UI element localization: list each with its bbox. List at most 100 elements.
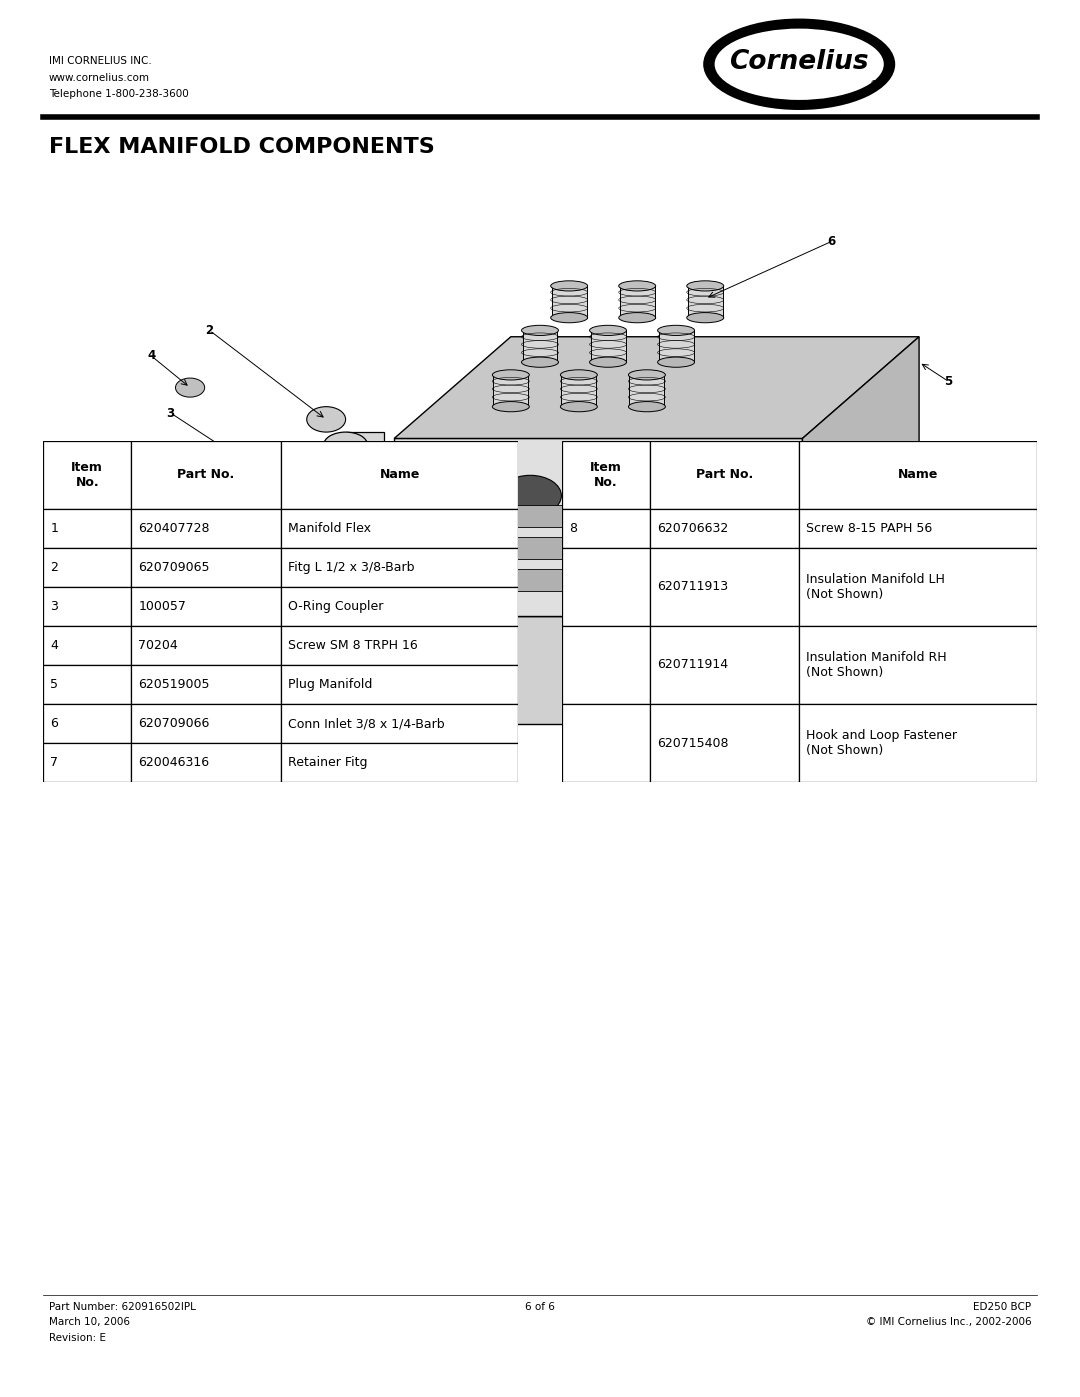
Text: Cornelius: Cornelius: [729, 49, 869, 75]
Bar: [43, 587, 131, 626]
Text: Name: Name: [379, 468, 420, 482]
Ellipse shape: [561, 401, 597, 412]
Circle shape: [114, 732, 149, 754]
Bar: [131, 441, 281, 509]
Text: Part Number: 620916502IPL: Part Number: 620916502IPL: [49, 1302, 195, 1312]
Ellipse shape: [658, 326, 694, 335]
Bar: [649, 548, 799, 626]
Ellipse shape: [658, 358, 694, 367]
Bar: [131, 548, 281, 587]
Text: 5: 5: [51, 678, 58, 692]
Bar: [131, 743, 281, 782]
Circle shape: [307, 407, 346, 432]
Bar: [414, 536, 783, 559]
Bar: [562, 509, 649, 548]
Ellipse shape: [687, 313, 724, 323]
Bar: [688, 286, 723, 317]
Bar: [414, 569, 783, 591]
Ellipse shape: [561, 370, 597, 380]
Bar: [659, 331, 693, 362]
Text: ®: ®: [870, 80, 878, 89]
Text: 4: 4: [147, 349, 156, 362]
Text: 620715408: 620715408: [657, 736, 728, 750]
Bar: [43, 441, 131, 509]
Text: 70204: 70204: [138, 638, 178, 652]
Text: Plug Manifold: Plug Manifold: [288, 678, 373, 692]
Text: 2: 2: [205, 324, 214, 337]
Text: 4: 4: [186, 629, 194, 643]
Ellipse shape: [324, 432, 367, 458]
Bar: [281, 626, 518, 665]
Polygon shape: [832, 514, 948, 725]
Text: Hook and Loop Fastener
(Not Shown): Hook and Loop Fastener (Not Shown): [807, 729, 957, 757]
Bar: [43, 509, 131, 548]
Text: 1: 1: [944, 451, 953, 464]
Bar: [302, 490, 351, 502]
Text: 3: 3: [51, 599, 58, 613]
Text: 6 of 6: 6 of 6: [525, 1302, 555, 1312]
Bar: [43, 665, 131, 704]
Text: 620711914: 620711914: [657, 658, 728, 672]
Bar: [281, 743, 518, 782]
Circle shape: [654, 475, 717, 515]
Bar: [302, 522, 351, 534]
Bar: [649, 509, 799, 548]
Text: IMI CORNELIUS INC.: IMI CORNELIUS INC.: [49, 56, 151, 66]
Bar: [131, 509, 281, 548]
Bar: [562, 626, 649, 704]
Circle shape: [577, 475, 639, 515]
Ellipse shape: [492, 370, 529, 380]
Bar: [43, 548, 131, 587]
Ellipse shape: [703, 18, 895, 110]
Ellipse shape: [551, 281, 588, 291]
Text: www.cornelius.com: www.cornelius.com: [49, 73, 150, 82]
Ellipse shape: [629, 401, 665, 412]
Circle shape: [175, 379, 205, 397]
Bar: [649, 626, 799, 704]
Bar: [43, 626, 131, 665]
Bar: [131, 665, 281, 704]
Polygon shape: [229, 514, 948, 616]
Text: Part No.: Part No.: [696, 468, 753, 482]
Text: FLEX MANIFOLD COMPONENTS: FLEX MANIFOLD COMPONENTS: [49, 137, 434, 156]
Text: 3: 3: [166, 407, 175, 419]
Polygon shape: [802, 337, 919, 616]
Circle shape: [499, 475, 562, 515]
Text: 620709065: 620709065: [138, 560, 210, 574]
Bar: [562, 548, 649, 626]
Ellipse shape: [522, 358, 558, 367]
Ellipse shape: [715, 28, 883, 101]
Polygon shape: [229, 616, 394, 725]
Bar: [281, 548, 518, 587]
Bar: [494, 374, 528, 407]
Text: 6: 6: [51, 717, 58, 731]
Text: O-Ring Coupler: O-Ring Coupler: [288, 599, 383, 613]
Ellipse shape: [590, 358, 626, 367]
Bar: [562, 441, 649, 509]
Text: Screw 8-15 PAPH 56: Screw 8-15 PAPH 56: [807, 521, 932, 535]
Bar: [43, 704, 131, 743]
Ellipse shape: [687, 281, 724, 291]
Bar: [630, 374, 664, 407]
Bar: [799, 509, 1037, 548]
Text: 620519005: 620519005: [138, 678, 210, 692]
Bar: [131, 626, 281, 665]
Bar: [281, 665, 518, 704]
Polygon shape: [307, 444, 346, 571]
Text: Name: Name: [897, 468, 939, 482]
Bar: [523, 331, 557, 362]
Text: Screw SM 8 TRPH 16: Screw SM 8 TRPH 16: [288, 638, 418, 652]
Bar: [562, 374, 596, 407]
Text: 7: 7: [51, 756, 58, 770]
Circle shape: [732, 475, 795, 515]
Text: 8: 8: [205, 496, 214, 509]
Text: Insulation Manifold LH
(Not Shown): Insulation Manifold LH (Not Shown): [807, 573, 945, 601]
Circle shape: [253, 683, 283, 703]
Text: Item
No.: Item No.: [590, 461, 621, 489]
Bar: [562, 704, 649, 782]
Bar: [799, 704, 1037, 782]
Text: 100057: 100057: [138, 599, 186, 613]
Text: Part No.: Part No.: [177, 468, 234, 482]
Polygon shape: [394, 439, 802, 616]
Bar: [620, 286, 654, 317]
